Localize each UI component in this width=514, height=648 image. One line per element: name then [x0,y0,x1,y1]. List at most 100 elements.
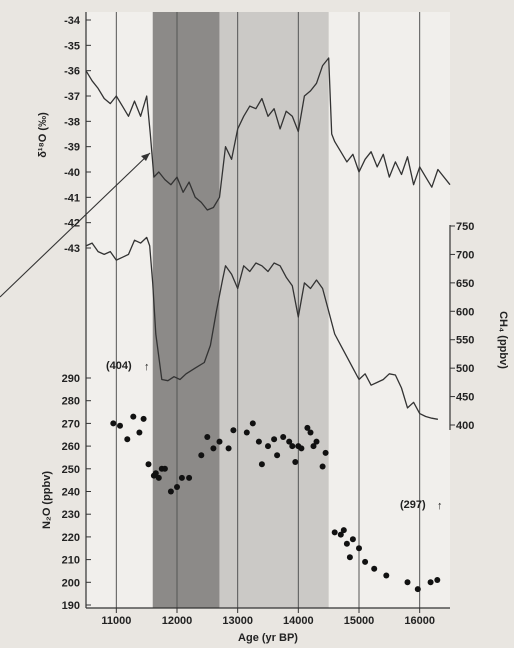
shaded-periods [152,12,329,608]
pointer-arrow-line [0,152,151,298]
n2o-data-point [274,452,281,459]
n2o-data-point [204,434,211,440]
n2o-tick-label: 240 [62,487,80,499]
n2o-data-point [117,422,123,429]
d18o-tick-label: -36 [64,66,80,78]
ch4-tick-label: 450 [456,392,474,404]
d18o-tick-label: -35 [64,40,80,52]
d18o-axis-title: δ¹⁸O (‰) [37,112,49,158]
n2o-data-point [286,438,293,445]
n2o-data-point [310,443,317,450]
x-tick-label: 15000 [344,615,375,627]
n2o-data-point [174,484,180,490]
n2o-data-point [362,558,369,565]
n2o-data-point [371,565,378,572]
n2o-data-point [130,413,137,420]
n2o-axis-title: N₂O (ppbv) [41,471,53,529]
n2o-tick-label: 190 [62,600,80,612]
n2o-data-point [356,545,362,552]
ch4-panel: 750 700 650 600 550 500 450 400 [85,221,474,432]
d18o-tick-label: -37 [64,91,80,103]
n2o-tick-label: 200 [62,577,80,589]
n2o-data-point [178,474,185,481]
n2o-tick-label: 270 [62,418,80,430]
n2o-tick-label: 280 [62,396,80,408]
n2o-tick-label: 220 [62,532,80,544]
n2o-data-point [346,554,353,561]
x-tick-label: 16000 [404,615,435,627]
n2o-data-point [225,445,232,452]
x-tick-label: 14000 [283,615,314,627]
n2o-data-point [280,434,287,440]
d18o-tick-label: -38 [64,116,80,128]
n2o-data-point [434,577,441,583]
arrow-up-icon: ↑ [437,500,443,512]
n2o-data-point [161,465,168,472]
n2o-data-point [167,488,174,495]
x-axis: 11000 12000 13000 14000 15000 16000 [86,607,450,627]
n2o-tick-label: 250 [62,464,80,476]
d18o-tick-label: -40 [64,167,80,179]
n2o-data-point [313,438,320,445]
ch4-tick-label: 400 [456,420,474,432]
n2o-data-point [298,445,305,452]
ch4-tick-label: 500 [456,363,474,375]
pointer-arrow-head [141,153,150,161]
n2o-data-point [289,443,296,450]
d18o-panel: -34 -35 -36 -37 -38 -39 -40 -41 -42 -43 [64,15,451,255]
n2o-data-point [337,531,344,538]
n2o-panel: 290 280 270 260 250 240 230 220 210 200 190 [62,373,441,612]
d18o-tick-label: -39 [64,142,80,154]
n2o-tick-label: 290 [62,373,80,385]
d18o-tick-label: -34 [64,15,81,27]
shaded-period-1 [152,12,220,608]
n2o-data-point [155,474,162,481]
n2o-data-point [186,474,193,481]
d18o-tick-label: -43 [64,243,80,255]
d18o-tick-label: -42 [64,218,80,230]
n2o-data-point [243,429,250,436]
arrow-up-icon: ↑ [144,361,150,373]
n2o-data-point [145,461,152,468]
ch4-tick-label: 750 [456,221,474,233]
n2o-tick-label: 210 [62,555,80,567]
ch4-tick-label: 700 [456,249,474,261]
d18o-tick-label: -41 [64,192,80,204]
n2o-data-point [210,445,217,452]
n2o-data-point [414,586,421,593]
n2o-data-point [124,436,131,443]
n2o-tick-label: 230 [62,509,80,521]
x-tick-label: 11000 [101,615,131,627]
n2o-data-point [255,438,262,445]
ch4-axis-title: CH₄ (ppbv) [497,311,509,369]
ch4-tick-label: 550 [456,335,474,347]
n2o-data-point [140,415,147,422]
n2o-data-point [307,429,314,436]
n2o-data-point [319,463,326,470]
n2o-data-point [383,572,390,579]
n2o-data-point [349,536,356,543]
n2o-data-point [292,459,299,465]
ch4-tick-label: 650 [456,278,474,290]
n2o-data-point [404,579,411,586]
n2o-data-point [198,452,205,459]
d18o-series-line [85,57,451,211]
n2o-data-point [265,443,271,450]
ch4-series-line [85,236,439,420]
n2o-data-point [258,461,265,468]
x-tick-label: 12000 [162,615,193,627]
ch4-tick-label: 600 [456,306,474,318]
n2o-data-point [136,429,143,436]
shaded-period-2 [219,12,329,608]
n2o-data-point [340,527,347,534]
n2o-data-point [343,540,350,547]
annotation-297: (297) [400,499,426,511]
n2o-data-point [427,579,434,586]
n2o-data-point [331,529,338,536]
n2o-data-point [230,427,237,434]
vertical-gridlines [85,12,451,608]
x-tick-label: 13000 [222,615,253,627]
annotation-404: (404) [106,360,132,372]
n2o-data-point [322,449,329,456]
